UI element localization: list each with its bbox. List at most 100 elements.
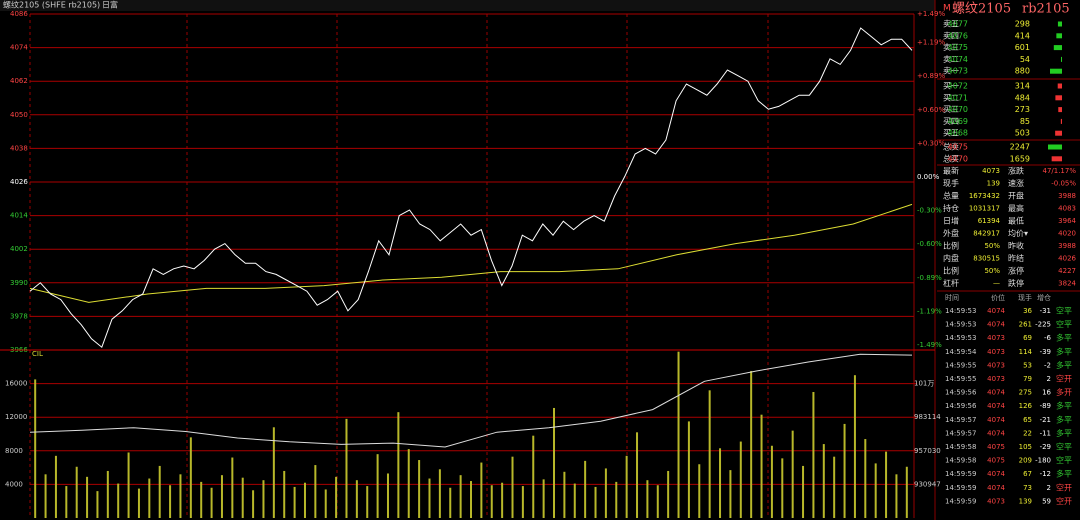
- book-label: 买四: [943, 117, 959, 126]
- stat-label: 均价▾: [1008, 228, 1028, 238]
- total-label: 总卖: [943, 142, 959, 152]
- stat-value: 4026: [1058, 255, 1076, 263]
- tick-type: 多开: [1056, 387, 1072, 397]
- stat-label: 现手: [943, 178, 959, 188]
- volume-bar: [833, 456, 836, 518]
- tick-cell: -21: [1040, 416, 1051, 424]
- tick-cell: 4074: [987, 402, 1005, 410]
- volume-bar: [386, 473, 389, 518]
- tick-cell: 73: [1023, 484, 1032, 492]
- volume-bar: [54, 455, 57, 518]
- stat-label: 开盘: [1008, 191, 1024, 201]
- volume-bar: [179, 474, 182, 518]
- tick-cell: 14:59:55: [945, 361, 976, 369]
- tick-cell: 14:59:57: [945, 416, 976, 424]
- tick-cell: 4075: [987, 443, 1005, 451]
- volume-bar: [303, 482, 306, 518]
- tick-cell: 4074: [987, 416, 1005, 424]
- tick-cell: 14:59:59: [945, 497, 976, 505]
- volume-bar: [470, 481, 472, 518]
- stat-label: 外盘: [943, 228, 959, 238]
- book-price: 4075: [948, 43, 968, 52]
- tick-type: 空平: [1056, 455, 1072, 465]
- volume-bar: [189, 437, 192, 518]
- tick-cell: 4074: [987, 307, 1005, 315]
- symbol-label: 螺纹2105 (SHFE rb2105): [3, 0, 100, 10]
- tick-cell: 14:59:57: [945, 429, 976, 437]
- book-label: 卖四: [943, 31, 959, 40]
- tick-cell: 209: [1019, 457, 1032, 465]
- tick-cell: 14:59:54: [945, 348, 977, 356]
- stat-value: 1031317: [969, 205, 1000, 213]
- tick-cell: -225: [1035, 321, 1051, 329]
- stat-label: 持仓: [943, 203, 959, 213]
- stat-value: 139: [987, 180, 1000, 188]
- volume-bar: [656, 485, 659, 518]
- y-tick-label: 4002: [10, 245, 28, 253]
- tick-type: 多平: [1056, 333, 1072, 343]
- volume-bar: [667, 470, 670, 518]
- pct-tick-label: 0.00%: [917, 173, 940, 181]
- book-qty: 414: [1015, 31, 1030, 40]
- period-selector[interactable]: 日富: [102, 0, 118, 10]
- book-qty: 273: [1015, 105, 1030, 114]
- book-price: 4076: [948, 31, 968, 40]
- tick-cell: 4074: [987, 389, 1005, 397]
- top-bar: [0, 0, 935, 11]
- volume-bar: [905, 466, 908, 518]
- tick-cell: 114: [1019, 348, 1033, 356]
- tick-cell: 4074: [987, 470, 1005, 478]
- volume-label: CIL: [32, 350, 43, 358]
- pct-tick-label: -0.60%: [917, 240, 942, 248]
- book-bar: [1057, 83, 1062, 89]
- volume-bar: [418, 460, 421, 518]
- tick-type: 多平: [1056, 414, 1072, 424]
- tick-cell: 4073: [987, 334, 1005, 342]
- volume-bar: [708, 390, 711, 518]
- volume-bar: [553, 407, 556, 518]
- book-price: 4074: [948, 55, 968, 64]
- tick-cell: 2: [1047, 484, 1051, 492]
- tick-cell: 4074: [987, 484, 1005, 492]
- volume-bar: [459, 475, 462, 518]
- y-tick-label: 4074: [10, 44, 28, 52]
- volume-bar: [293, 486, 296, 518]
- volume-bar: [106, 470, 109, 518]
- volume-bar: [65, 486, 68, 518]
- tick-column-header: 增仓: [1037, 293, 1051, 302]
- book-label: 买五: [943, 129, 959, 138]
- volume-bar: [169, 485, 172, 518]
- total-price: 4075: [948, 143, 968, 152]
- volume-bar: [501, 482, 504, 518]
- volume-bar: [542, 479, 545, 518]
- stat-label: 日增: [943, 216, 959, 226]
- tick-cell: 14:59:56: [945, 402, 977, 410]
- book-label: 卖三: [943, 43, 959, 52]
- tick-cell: 14:59:56: [945, 389, 977, 397]
- volume-bar: [822, 444, 825, 518]
- book-price: 4073: [948, 67, 968, 76]
- stat-value: 842917: [973, 230, 1000, 238]
- stat-label: 跌停: [1008, 278, 1024, 288]
- tick-cell: 14:59:58: [945, 443, 976, 451]
- tick-cell: 139: [1019, 497, 1032, 505]
- stat-label: 总量: [943, 191, 959, 201]
- stat-label: 比例: [943, 241, 959, 251]
- tick-cell: -89: [1040, 402, 1051, 410]
- volume-bar: [739, 441, 742, 518]
- volume-bar: [719, 448, 722, 518]
- volume-bar: [366, 486, 369, 518]
- stat-value: 47/1.17%: [1042, 167, 1076, 175]
- tick-cell: 105: [1019, 443, 1032, 451]
- volume-bar: [241, 477, 244, 518]
- book-label: 买一: [943, 82, 959, 91]
- volume-bar: [335, 476, 338, 518]
- volume-bar: [210, 487, 213, 518]
- y-tick-label: 4014: [10, 212, 28, 220]
- volume-bar: [687, 421, 690, 518]
- book-price: 4068: [948, 129, 968, 138]
- book-bar: [1053, 45, 1062, 51]
- book-price: 4069: [948, 117, 968, 126]
